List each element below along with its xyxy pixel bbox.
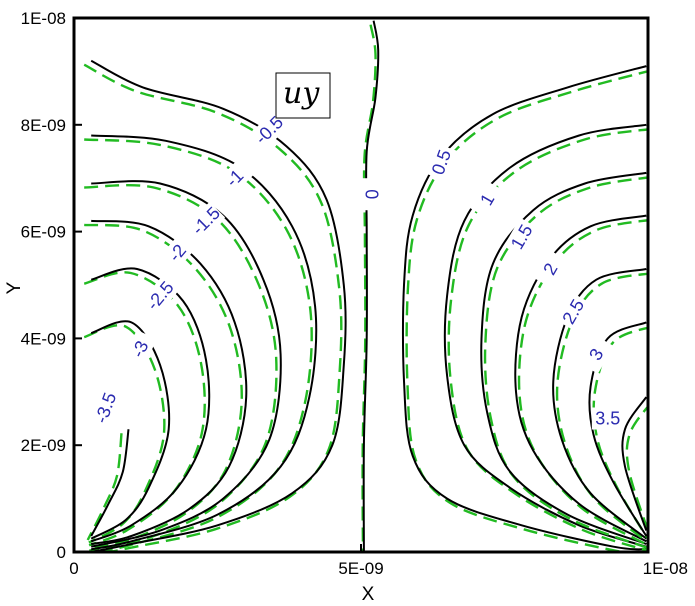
contour-dashed--3.5	[86, 433, 123, 541]
contour-solid-2.5	[552, 268, 647, 540]
contour-label-bg	[555, 292, 591, 332]
contour-label-bg	[591, 407, 624, 430]
x-tick-label: 5E-09	[338, 559, 383, 578]
contour-dashed--3	[83, 324, 166, 544]
contour-label--3: -3	[128, 338, 153, 361]
contour-solid--2	[91, 219, 248, 545]
contour-label--2.5: -2.5	[142, 277, 177, 314]
variable-label-box: uy	[275, 72, 331, 119]
contour-label-bg	[89, 389, 122, 427]
contour-label-bg	[425, 143, 458, 181]
contour-label-bg	[361, 178, 384, 211]
x-tick-label: 1E-08	[643, 559, 688, 578]
contour-dashed-2	[517, 219, 648, 547]
contour-dashed-0.5	[405, 69, 648, 552]
contour-label-bg	[578, 335, 614, 374]
contour-dashed--1	[84, 138, 313, 552]
contour-solid--1.5	[90, 180, 282, 548]
contour-solid--3	[90, 320, 171, 540]
contour-label-bg	[215, 159, 254, 198]
contour-solid-0.5	[401, 65, 647, 551]
x-axis-label: X	[362, 584, 375, 605]
y-tick-label: 0	[57, 543, 66, 562]
y-axis-label: Y	[4, 281, 25, 294]
contour-label-bg	[504, 217, 540, 257]
contour-label-bg	[469, 180, 505, 219]
contour-label-bg	[123, 329, 157, 369]
contour-dashed--0.5	[83, 63, 343, 552]
contour-dashed-1.5	[483, 176, 648, 550]
contour-lines	[83, 20, 648, 552]
contour-label--3.5: -3.5	[91, 390, 120, 426]
contour-label-bg	[141, 276, 179, 316]
contour-labels: -3.5-3-2.5-2-1.5-1-0.500.511.522.533.5	[89, 111, 624, 430]
contour-dashed-3.5	[625, 404, 648, 535]
contour-solid-1	[443, 123, 647, 548]
contour-label-bg	[250, 111, 289, 150]
contour-label--1.5: -1.5	[188, 203, 224, 239]
contour-label-0: 0	[362, 189, 382, 199]
contour-solid-1.5	[480, 171, 647, 545]
axis-ticks: 0 5E-09 1E-08 0 2E-09 4E-09 6E-09 8E-09 1E-08	[21, 9, 688, 578]
contour-dashed-0	[361, 24, 377, 552]
y-tick-label: 8E-09	[21, 116, 66, 135]
contour-solid--2.5	[90, 267, 211, 543]
contour-solid-2	[514, 214, 647, 543]
contour-dashed--2.5	[83, 271, 206, 547]
y-tick-label: 1E-08	[21, 9, 66, 28]
contour-label-3.5: 3.5	[595, 409, 620, 429]
contour-solid-3.5	[621, 396, 648, 531]
contour-dashed--1.5	[84, 183, 278, 552]
contour-solid--0.5	[90, 59, 347, 552]
contour-label-bg	[158, 233, 197, 273]
variable-label: uy	[283, 76, 320, 111]
contour-solid-0	[362, 20, 380, 552]
contour-label-bg	[532, 249, 568, 289]
contour-solid--3.5	[90, 429, 130, 537]
contour-solid-3	[588, 321, 648, 537]
contour-label-bg	[186, 201, 226, 241]
y-tick-label: 6E-09	[21, 223, 66, 242]
y-tick-label: 2E-09	[21, 436, 66, 455]
y-tick-label: 4E-09	[21, 329, 66, 348]
contour-solid--1	[91, 134, 318, 551]
contour-dashed-1	[447, 128, 648, 552]
x-tick-label: 0	[69, 559, 78, 578]
